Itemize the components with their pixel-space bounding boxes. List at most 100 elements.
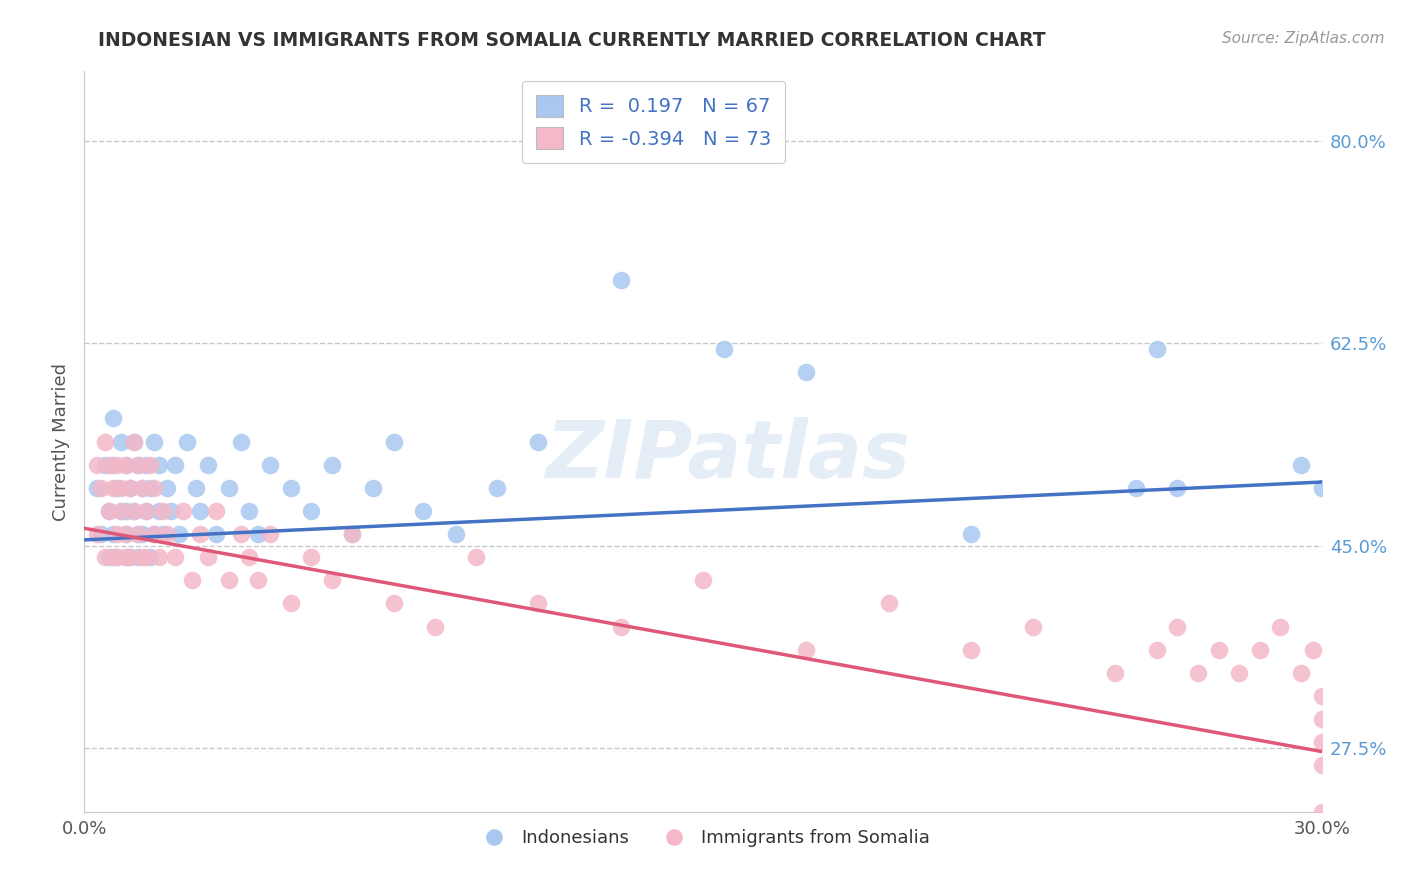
Point bbox=[188, 527, 211, 541]
Point bbox=[382, 597, 405, 611]
Point bbox=[114, 527, 136, 541]
Point bbox=[139, 550, 162, 565]
Point bbox=[105, 550, 128, 565]
Point bbox=[299, 550, 322, 565]
Point bbox=[105, 458, 128, 472]
Point bbox=[127, 550, 149, 565]
Point bbox=[229, 434, 252, 449]
Point bbox=[114, 458, 136, 472]
Point bbox=[1022, 619, 1045, 633]
Point bbox=[1310, 689, 1333, 703]
Point bbox=[188, 504, 211, 518]
Point bbox=[131, 481, 153, 495]
Point bbox=[321, 458, 343, 472]
Point bbox=[98, 550, 121, 565]
Point bbox=[110, 434, 132, 449]
Point bbox=[110, 504, 132, 518]
Point bbox=[342, 527, 364, 541]
Point bbox=[148, 550, 170, 565]
Point bbox=[280, 597, 302, 611]
Point bbox=[172, 504, 194, 518]
Point bbox=[280, 481, 302, 495]
Point bbox=[342, 527, 364, 541]
Point bbox=[127, 458, 149, 472]
Point bbox=[1104, 665, 1126, 680]
Point bbox=[259, 458, 281, 472]
Text: INDONESIAN VS IMMIGRANTS FROM SOMALIA CURRENTLY MARRIED CORRELATION CHART: INDONESIAN VS IMMIGRANTS FROM SOMALIA CU… bbox=[98, 31, 1046, 50]
Point bbox=[122, 504, 145, 518]
Y-axis label: Currently Married: Currently Married bbox=[52, 362, 70, 521]
Point bbox=[527, 597, 550, 611]
Point bbox=[1166, 619, 1188, 633]
Point bbox=[1125, 481, 1147, 495]
Point bbox=[103, 550, 125, 565]
Point bbox=[131, 481, 153, 495]
Point bbox=[105, 527, 128, 541]
Point bbox=[1208, 642, 1230, 657]
Point bbox=[165, 458, 187, 472]
Point bbox=[877, 597, 900, 611]
Point bbox=[135, 504, 157, 518]
Point bbox=[139, 458, 162, 472]
Point bbox=[1187, 665, 1209, 680]
Point bbox=[1270, 619, 1292, 633]
Point bbox=[1289, 458, 1312, 472]
Point bbox=[1146, 342, 1168, 356]
Point bbox=[143, 527, 166, 541]
Point bbox=[118, 481, 141, 495]
Legend: Indonesians, Immigrants from Somalia: Indonesians, Immigrants from Somalia bbox=[468, 822, 938, 855]
Text: Source: ZipAtlas.com: Source: ZipAtlas.com bbox=[1222, 31, 1385, 46]
Point bbox=[1289, 665, 1312, 680]
Point bbox=[960, 642, 983, 657]
Point bbox=[1310, 758, 1333, 772]
Point bbox=[118, 481, 141, 495]
Point bbox=[527, 434, 550, 449]
Point bbox=[118, 550, 141, 565]
Point bbox=[148, 458, 170, 472]
Point bbox=[98, 504, 121, 518]
Point bbox=[94, 434, 117, 449]
Point bbox=[713, 342, 735, 356]
Point bbox=[110, 481, 132, 495]
Point bbox=[361, 481, 384, 495]
Point bbox=[103, 527, 125, 541]
Point bbox=[465, 550, 488, 565]
Point bbox=[122, 434, 145, 449]
Point bbox=[246, 574, 269, 588]
Point bbox=[794, 365, 817, 379]
Point bbox=[692, 574, 714, 588]
Point bbox=[90, 527, 112, 541]
Point bbox=[103, 411, 125, 425]
Point bbox=[423, 619, 446, 633]
Point bbox=[229, 527, 252, 541]
Point bbox=[152, 527, 174, 541]
Point bbox=[197, 550, 219, 565]
Point bbox=[1227, 665, 1250, 680]
Point bbox=[94, 550, 117, 565]
Point bbox=[148, 504, 170, 518]
Point bbox=[609, 619, 631, 633]
Point bbox=[127, 458, 149, 472]
Point bbox=[122, 504, 145, 518]
Point bbox=[609, 272, 631, 286]
Point bbox=[86, 481, 108, 495]
Point bbox=[90, 481, 112, 495]
Text: ZIPatlas: ZIPatlas bbox=[546, 417, 910, 495]
Point bbox=[127, 527, 149, 541]
Point bbox=[238, 504, 260, 518]
Point bbox=[321, 574, 343, 588]
Point bbox=[180, 574, 202, 588]
Point bbox=[960, 527, 983, 541]
Point bbox=[94, 458, 117, 472]
Point bbox=[143, 434, 166, 449]
Point bbox=[110, 504, 132, 518]
Point bbox=[114, 504, 136, 518]
Point bbox=[205, 527, 228, 541]
Point bbox=[218, 481, 240, 495]
Point bbox=[1249, 642, 1271, 657]
Point bbox=[156, 481, 179, 495]
Point bbox=[98, 504, 121, 518]
Point bbox=[167, 527, 190, 541]
Point bbox=[444, 527, 467, 541]
Point bbox=[299, 504, 322, 518]
